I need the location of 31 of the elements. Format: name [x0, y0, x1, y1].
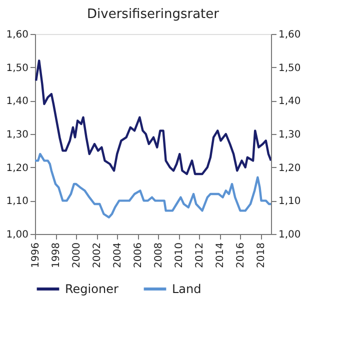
- legend-label: Regioner: [65, 282, 118, 296]
- x-tick-label: 2016: [236, 242, 247, 268]
- line-series: [35, 60, 271, 176]
- x-tick-label: 2002: [92, 242, 104, 268]
- x-tick-label: 2006: [133, 242, 144, 268]
- x-tick-label: 2008: [154, 242, 165, 268]
- y2-tick-label: 1,10: [278, 196, 301, 208]
- y2-tick-label: 1,40: [278, 96, 301, 108]
- x-tick-label: 2018: [256, 242, 268, 268]
- y-tick-label: 1,10: [6, 196, 28, 208]
- x-tick-label: 2004: [112, 242, 124, 268]
- line-series: [35, 152, 271, 218]
- x-tick-label: 2012: [194, 242, 206, 268]
- chart-title: Diversifiseringsrater: [87, 7, 220, 22]
- legend-label: Land: [172, 282, 202, 296]
- y2-tick-label: 1,00: [278, 230, 301, 240]
- y2-tick-label: 1,50: [278, 62, 301, 74]
- y-tick-label: 1,00: [6, 230, 28, 240]
- x-tick-label: 2000: [72, 242, 83, 268]
- x-tick-label: 2010: [174, 242, 186, 268]
- y-tick-label: 1,40: [6, 96, 28, 108]
- x-tick-label: 1996: [30, 242, 42, 268]
- y2-tick-label: 1,60: [278, 30, 301, 40]
- y2-tick-label: 1,30: [278, 130, 301, 140]
- y2-tick-label: 1,20: [278, 162, 301, 174]
- x-tick-label: 2014: [215, 242, 226, 268]
- y-tick-label: 1,20: [6, 162, 28, 174]
- y-tick-label: 1,50: [6, 62, 28, 74]
- x-tick-label: 1998: [51, 242, 62, 268]
- y-tick-label: 1,30: [6, 130, 28, 140]
- y-tick-label: 1,60: [6, 30, 28, 40]
